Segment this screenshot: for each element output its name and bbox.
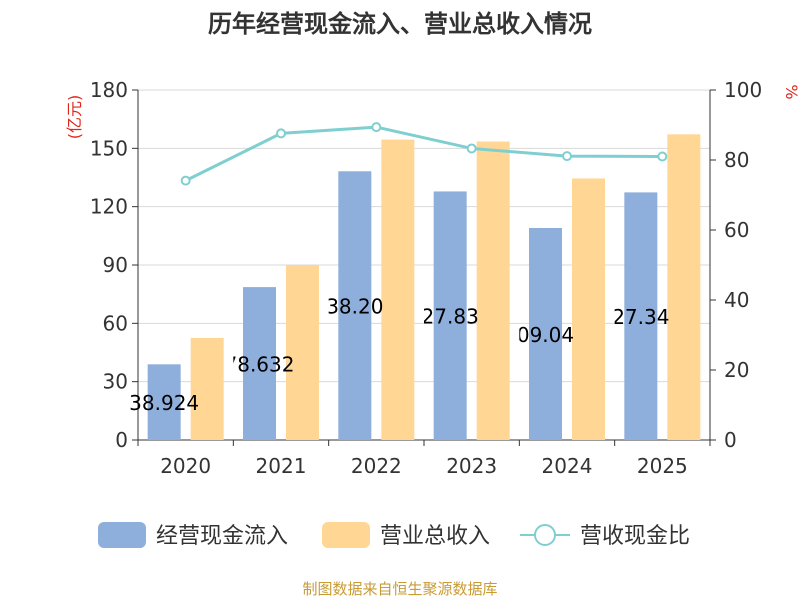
data-label: 38.20 xyxy=(326,295,383,319)
left-tick-label: 0 xyxy=(115,428,128,452)
right-axis-unit: % xyxy=(782,84,800,99)
data-label: 27.83 xyxy=(422,305,479,329)
legend-label: 经营现金流入 xyxy=(156,524,288,549)
bar-revenue xyxy=(286,265,319,440)
left-tick-label: 150 xyxy=(90,136,128,160)
grid xyxy=(138,89,710,383)
data-label: 78.632 xyxy=(225,353,295,377)
bar-revenue xyxy=(381,139,415,441)
right-tick-label: 40 xyxy=(724,288,749,312)
chart-title: 历年经营现金流入、营业总收入情况 xyxy=(208,10,592,38)
right-tick-label: 100 xyxy=(724,78,762,102)
left-tick-label: 120 xyxy=(90,195,128,219)
ratio-point xyxy=(466,143,477,154)
ratio-point xyxy=(371,122,382,133)
legend: 经营现金流入 营业总收入 营收现金比 xyxy=(98,522,690,549)
left-tick-label: 60 xyxy=(103,311,128,335)
left-tick-label: 180 xyxy=(90,78,128,102)
data-labels: 38.924 78.632 38.20 27.83 09.04 27.34 xyxy=(129,295,669,416)
right-tick-label: 80 xyxy=(724,148,749,172)
ratio-line xyxy=(180,122,668,186)
ratio-point xyxy=(180,175,191,186)
right-tick-label: 60 xyxy=(724,218,749,242)
bar-revenue xyxy=(190,337,224,440)
x-tick-label: 2020 xyxy=(160,454,211,478)
legend-swatch xyxy=(98,522,146,548)
data-label: 09.04 xyxy=(517,323,574,347)
axes: 0 30 60 90 120 150 180 0 20 40 60 80 100 2020 2021 2022… xyxy=(90,78,762,478)
x-tick-label: 2022 xyxy=(351,454,402,478)
left-axis-unit: (亿元) xyxy=(65,95,84,140)
bars xyxy=(147,134,701,441)
x-tick-label: 2024 xyxy=(542,454,593,478)
x-tick-label: 2021 xyxy=(256,454,307,478)
legend-marker xyxy=(534,524,556,546)
bar-revenue xyxy=(476,141,510,440)
ratio-point xyxy=(657,151,668,162)
data-label: 27.34 xyxy=(612,305,669,329)
bar-revenue xyxy=(667,134,701,441)
bar-cash-inflow xyxy=(433,191,467,440)
bar-cash-inflow xyxy=(529,227,562,440)
ratio-point xyxy=(276,128,286,139)
right-tick-label: 0 xyxy=(724,428,737,452)
legend-label: 营业总收入 xyxy=(380,524,490,549)
data-label: 38.924 xyxy=(129,391,199,415)
left-tick-label: 30 xyxy=(103,370,128,394)
left-tick-label: 90 xyxy=(103,253,128,277)
source-note: 制图数据来自恒生聚源数据库 xyxy=(302,580,497,598)
bar-revenue xyxy=(572,178,605,440)
bar-cash-inflow xyxy=(624,192,658,440)
bar-cash-inflow xyxy=(147,364,181,440)
ratio-line-path xyxy=(185,125,663,182)
bar-cash-inflow xyxy=(338,171,372,440)
right-tick-label: 20 xyxy=(724,358,749,382)
legend-label: 营收现金比 xyxy=(580,524,690,549)
x-tick-label: 2025 xyxy=(637,454,688,478)
legend-swatch xyxy=(322,522,370,548)
x-tick-label: 2023 xyxy=(446,454,497,478)
ratio-point xyxy=(562,151,572,162)
bar-cash-inflow xyxy=(243,287,276,440)
